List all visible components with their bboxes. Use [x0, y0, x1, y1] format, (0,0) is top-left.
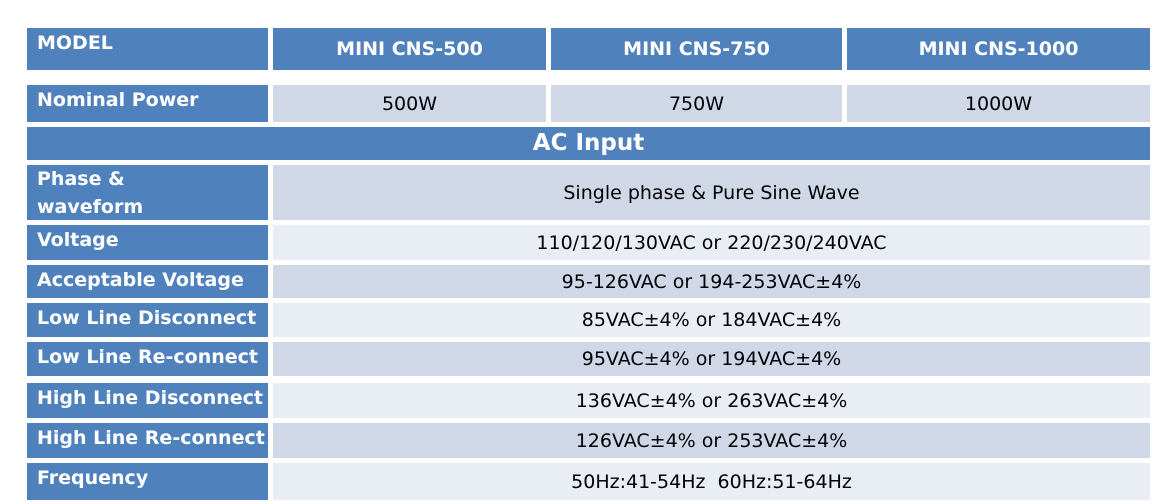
row-value-text: 136VAC±4% or 263VAC±4%	[575, 389, 848, 412]
row-label-text: Nominal Power	[37, 89, 199, 111]
row-value: Single phase & Pure Sine Wave	[273, 165, 1150, 220]
model-label-text: MODEL	[37, 32, 113, 54]
row-label-text: Voltage	[37, 229, 119, 251]
section-title: AC Input	[27, 127, 1150, 160]
row-value-text: 95VAC±4% or 194VAC±4%	[581, 348, 842, 370]
power-value: 500W	[273, 85, 546, 122]
row-value-text: 126VAC±4% or 253VAC±4%	[575, 429, 848, 452]
power-value-text: 1000W	[964, 92, 1033, 115]
row-value: 95VAC±4% or 194VAC±4%	[273, 342, 1150, 376]
row-value: 50Hz:41-54Hz 60Hz:51-64Hz	[273, 463, 1150, 500]
model-label: MODEL	[27, 28, 268, 70]
row-value: 126VAC±4% or 253VAC±4%	[273, 423, 1150, 458]
row-label-text: Low Line Disconnect	[37, 307, 257, 329]
row-value-text: Single phase & Pure Sine Wave	[563, 181, 860, 204]
row-label: Low Line Re-connect	[27, 342, 268, 376]
model-name: MINI CNS-500	[273, 28, 546, 70]
section-title-text: AC Input	[532, 130, 645, 156]
row-label-text: Low Line Re-connect	[37, 346, 258, 368]
row-label: High Line Re-connect	[27, 423, 268, 458]
model-name: MINI CNS-750	[551, 28, 842, 70]
row-value: 95-126VAC or 194-253VAC±4%	[273, 265, 1150, 298]
power-value: 1000W	[847, 85, 1150, 122]
row-label-text: Acceptable Voltage	[37, 269, 244, 291]
row-label: Nominal Power	[27, 85, 268, 122]
model-name: MINI CNS-1000	[847, 28, 1150, 70]
row-label: Phase & waveform	[27, 165, 268, 220]
row-label-text: Phase & waveform	[37, 168, 144, 218]
row-label: High Line Disconnect	[27, 383, 268, 418]
row-value-text: 50Hz:41-54Hz 60Hz:51-64Hz	[571, 470, 852, 493]
row-value-text: 95-126VAC or 194-253VAC±4%	[561, 270, 862, 293]
row-label-text: High Line Disconnect	[37, 387, 263, 409]
row-label-text: High Line Re-connect	[37, 427, 265, 449]
model-name-text: MINI CNS-500	[336, 38, 483, 60]
model-name-text: MINI CNS-750	[623, 38, 770, 60]
row-value: 85VAC±4% or 184VAC±4%	[273, 303, 1150, 337]
row-value: 110/120/130VAC or 220/230/240VAC	[273, 225, 1150, 260]
row-label: Voltage	[27, 225, 268, 260]
power-value-text: 500W	[381, 92, 438, 115]
model-name-text: MINI CNS-1000	[918, 38, 1079, 60]
row-value-text: 85VAC±4% or 184VAC±4%	[581, 309, 842, 331]
row-value: 136VAC±4% or 263VAC±4%	[273, 383, 1150, 418]
row-label: Frequency	[27, 463, 268, 500]
power-value: 750W	[551, 85, 842, 122]
row-label-text: Frequency	[37, 467, 149, 489]
row-label: Low Line Disconnect	[27, 303, 268, 337]
power-value-text: 750W	[668, 92, 725, 115]
row-value-text: 110/120/130VAC or 220/230/240VAC	[536, 231, 887, 254]
row-label: Acceptable Voltage	[27, 265, 268, 298]
